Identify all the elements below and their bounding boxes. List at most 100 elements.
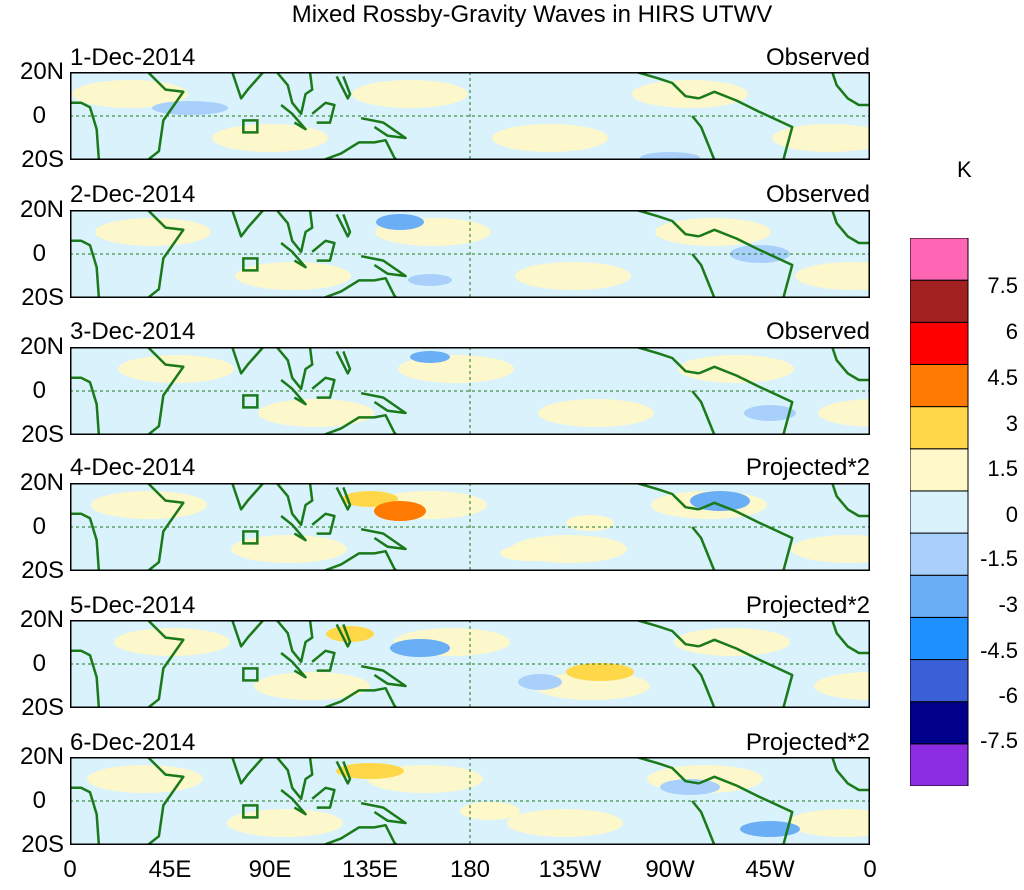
lon-label-45e: 45E	[148, 856, 192, 883]
south-america-outline	[691, 365, 794, 435]
lat-eq-6: 0	[32, 787, 46, 814]
australia-outline	[322, 413, 398, 435]
panel-1-kind: Observed	[765, 44, 870, 71]
lat-20s-1: 20S	[21, 146, 64, 173]
positive-anomaly-band	[258, 399, 374, 427]
map-1-svg	[70, 72, 870, 160]
colorbar-label-minus-6: -6	[998, 683, 1018, 708]
positive-anomaly-band	[114, 628, 230, 656]
colorbar-label-7-5: 7.5	[987, 273, 1018, 298]
region-box	[242, 257, 259, 272]
central-america-outline	[636, 483, 700, 511]
south-america-outline	[691, 501, 794, 571]
map-panel-5	[70, 620, 870, 708]
panel-frame	[70, 757, 870, 845]
philippines-outline	[335, 760, 352, 785]
positive-anomaly-band	[795, 262, 870, 290]
borneo-outline	[311, 649, 336, 672]
anomaly-cell	[152, 101, 228, 115]
panel-3-date: 3-Dec-2014	[70, 318, 196, 345]
west-africa-outline	[831, 757, 870, 792]
sumatra-outline	[280, 242, 307, 269]
positive-anomaly-band	[678, 355, 794, 383]
panel-2-kind: Observed	[765, 181, 870, 208]
colorbar-label-4-5: 4.5	[987, 365, 1018, 390]
positive-anomaly-band	[227, 809, 343, 837]
panel-6-kind: Projected*2	[745, 729, 870, 756]
anomaly-cell	[342, 491, 398, 507]
colorbar-swatch	[910, 490, 969, 534]
region-box	[242, 667, 259, 682]
sumatra-outline	[280, 379, 307, 406]
new-guinea-outline	[360, 527, 407, 551]
panel-3-kind: Observed	[765, 318, 870, 345]
southeast-asia-outline	[275, 210, 314, 254]
positive-anomaly-band	[72, 80, 188, 108]
colorbar-swatch	[910, 406, 969, 450]
map-5-svg	[70, 620, 870, 708]
australia-outline	[322, 138, 398, 160]
lon-label-135e: 135E	[341, 856, 399, 883]
panel-frame	[70, 210, 870, 298]
australia-outline	[322, 686, 398, 708]
colorbar-label-6: 6	[1005, 319, 1018, 344]
africa-outline	[70, 620, 185, 708]
central-america-outline	[636, 210, 700, 238]
lon-label-180: 180	[449, 856, 491, 883]
lat-eq-5: 0	[32, 650, 46, 677]
lat-20s-6: 20S	[21, 831, 64, 858]
south-america-outline	[691, 90, 794, 160]
africa-outline	[70, 210, 185, 298]
positive-anomaly-band	[212, 124, 328, 152]
anomaly-cell	[518, 674, 562, 690]
colorbar-label-minus-1-5: -1.5	[980, 546, 1018, 571]
positive-anomaly-band	[118, 355, 234, 383]
new-guinea-outline	[360, 801, 407, 825]
colorbar-swatch	[910, 701, 969, 745]
positive-anomaly-band	[787, 809, 870, 837]
colorbar-label-3: 3	[1005, 411, 1018, 436]
units-label: K	[957, 157, 972, 182]
anomaly-cell	[500, 545, 560, 561]
lon-label-0: 0	[63, 856, 77, 883]
lat-20n-2: 20N	[19, 196, 64, 223]
map-panel-4	[70, 483, 870, 571]
lat-eq-2: 0	[32, 240, 46, 267]
positive-anomaly-band	[235, 262, 351, 290]
india-outline	[221, 347, 265, 375]
lat-20n-6: 20N	[19, 743, 64, 770]
new-guinea-outline	[360, 254, 407, 278]
panel-5-kind: Projected*2	[745, 592, 870, 619]
colorbar-label-minus-7-5: -7.5	[980, 728, 1018, 753]
positive-anomaly-band	[507, 809, 623, 837]
positive-anomaly-band	[254, 672, 370, 700]
colorbar-swatch	[910, 279, 969, 323]
map-panel-3	[70, 347, 870, 435]
india-outline	[221, 210, 265, 238]
africa-outline	[70, 72, 185, 160]
positive-anomaly-band	[655, 218, 771, 246]
colorbar-label-minus-4-5: -4.5	[980, 638, 1018, 663]
west-africa-outline	[831, 72, 870, 107]
positive-anomaly-band	[352, 80, 468, 108]
philippines-outline	[335, 350, 352, 375]
lon-label-90e: 90E	[248, 856, 292, 883]
panel-6-date: 6-Dec-2014	[70, 729, 196, 756]
lat-20n-1: 20N	[19, 58, 64, 85]
positive-anomaly-band	[515, 262, 631, 290]
lat-20n-3: 20N	[19, 333, 64, 360]
positive-anomaly-band	[674, 628, 790, 656]
map-6-svg	[70, 757, 870, 845]
positive-anomaly-band	[492, 124, 608, 152]
africa-outline	[70, 757, 185, 845]
panel-1-date: 1-Dec-2014	[70, 44, 196, 71]
panel-5-date: 5-Dec-2014	[70, 592, 196, 619]
lat-eq-1: 0	[32, 102, 46, 129]
west-africa-outline	[831, 483, 870, 518]
colorbar-swatch	[910, 363, 969, 408]
positive-anomaly-band	[231, 535, 347, 563]
region-box	[242, 119, 259, 134]
west-africa-outline	[831, 620, 870, 655]
positive-anomaly-band	[87, 765, 203, 793]
map-3-svg	[70, 347, 870, 435]
